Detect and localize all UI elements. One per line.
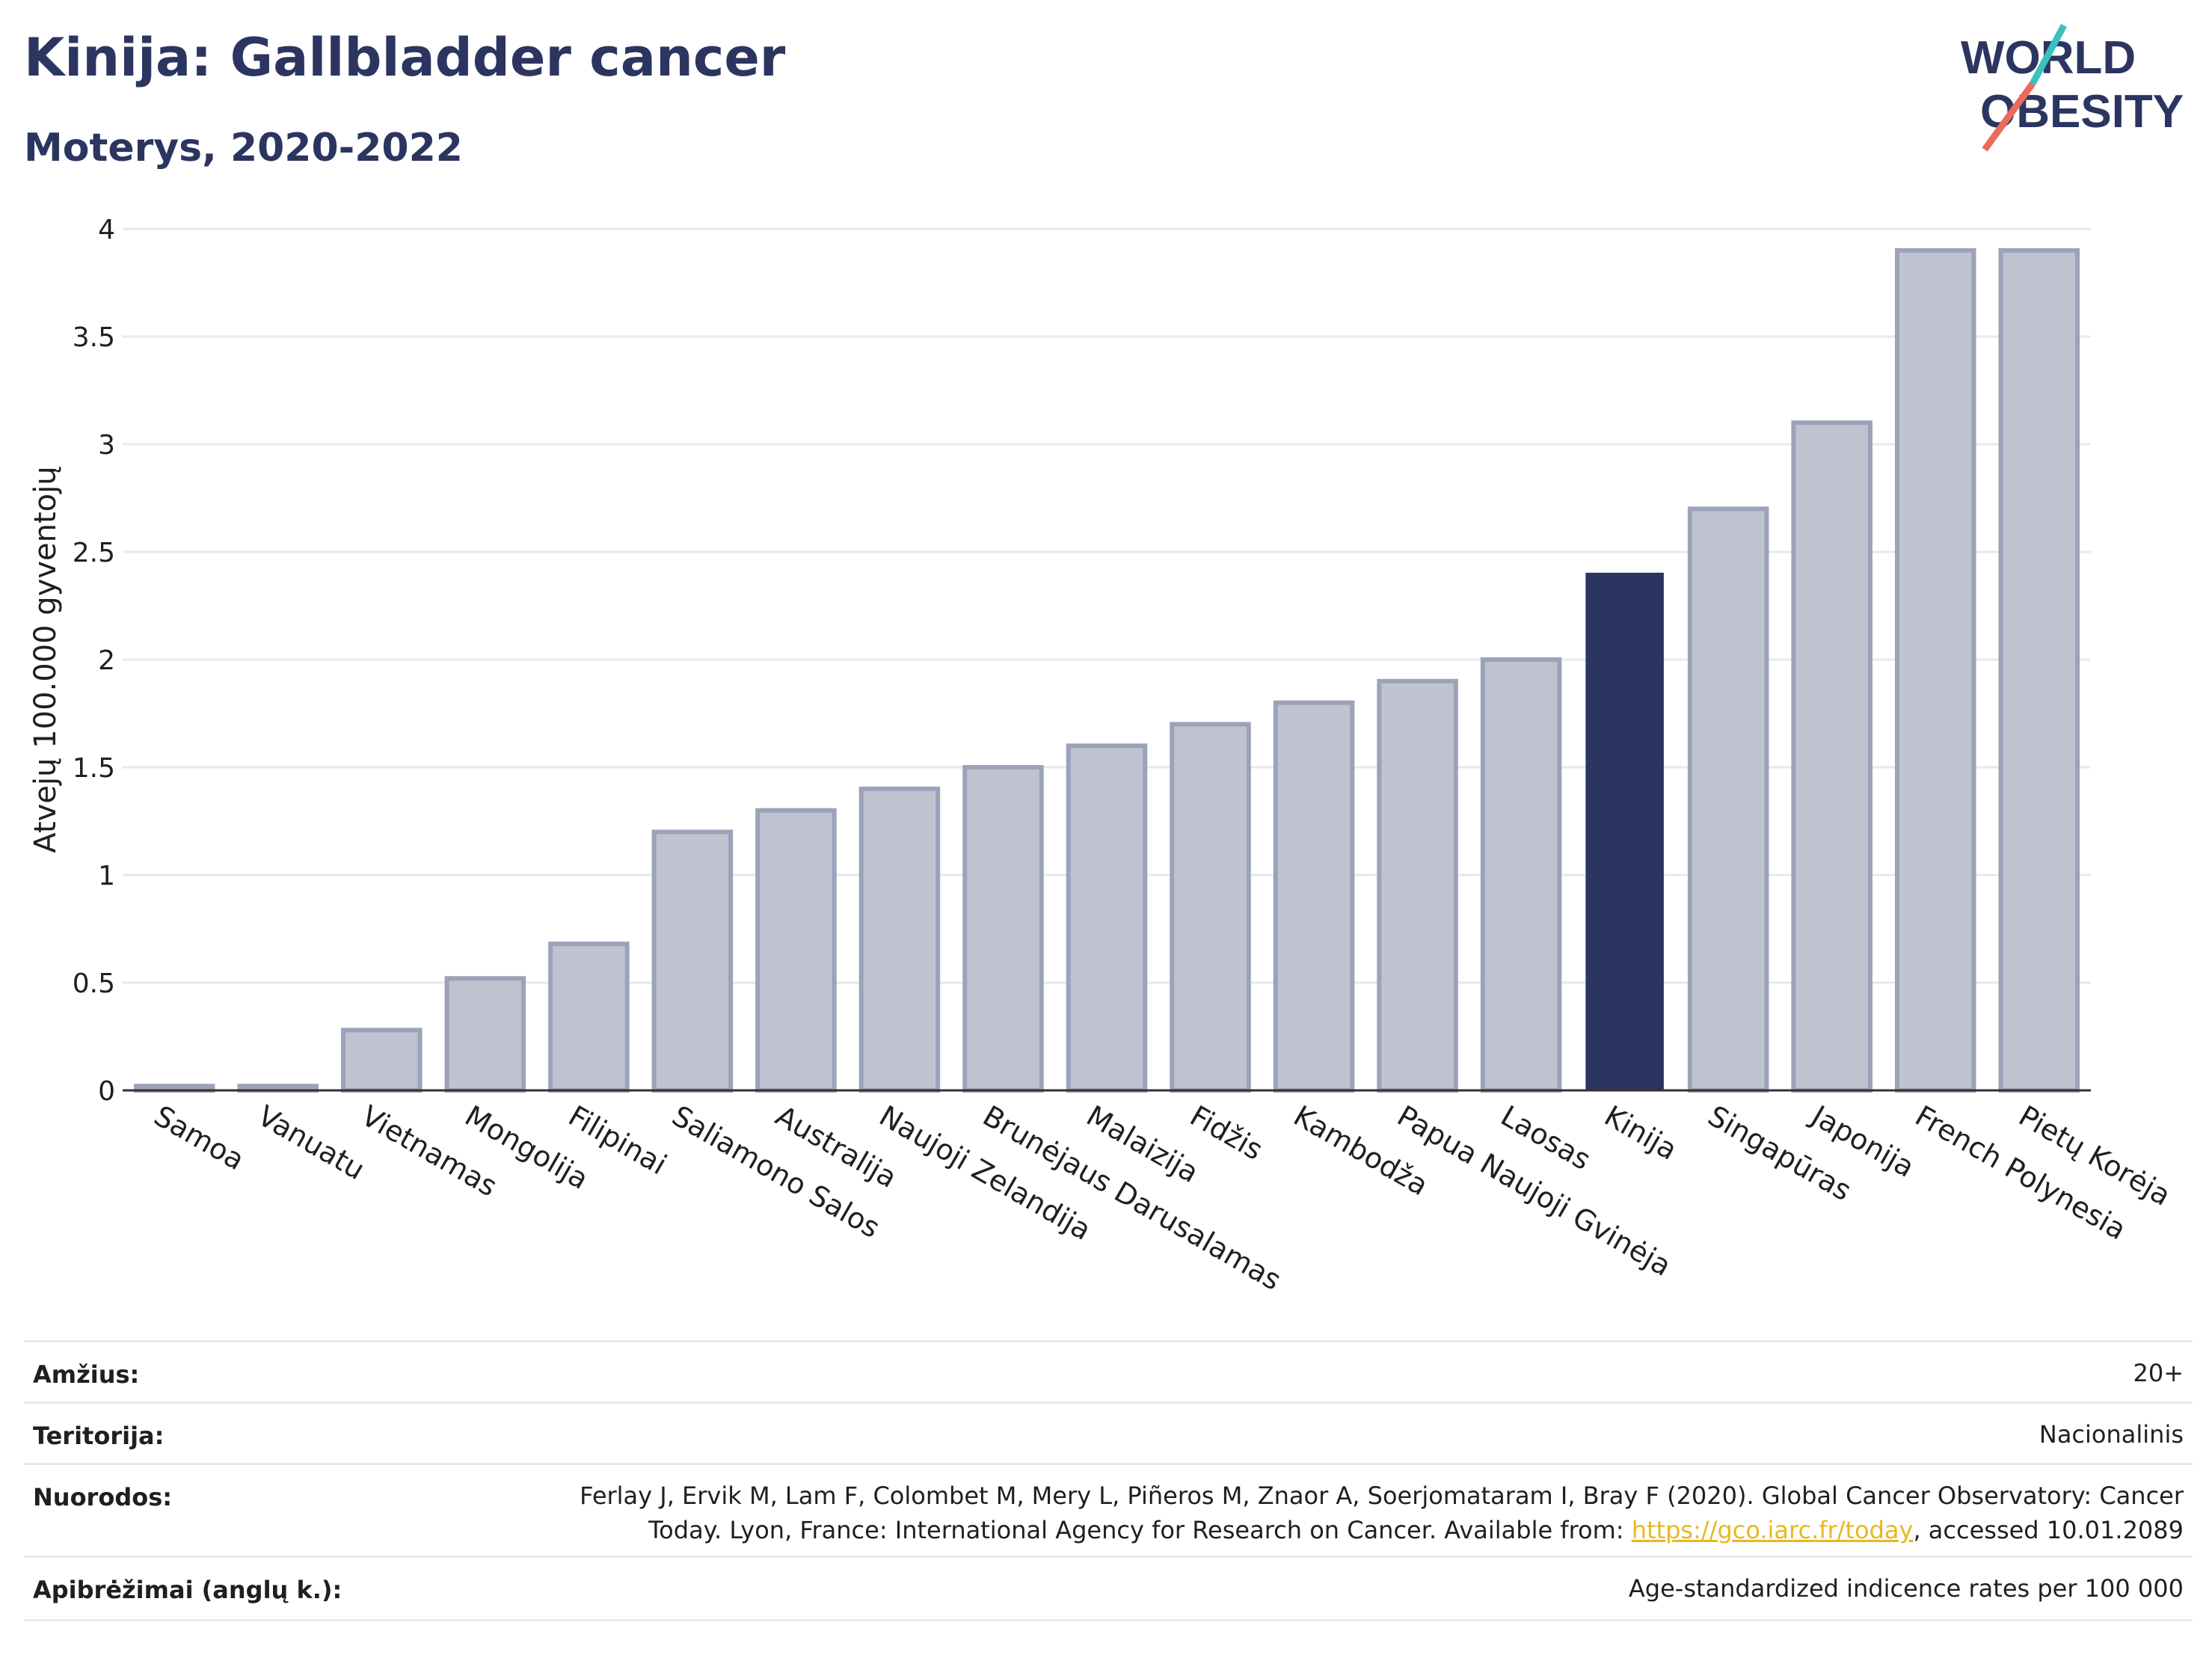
y-tick-label: 4: [98, 215, 115, 245]
bar-japonija: [1791, 420, 1872, 1093]
bars: [134, 248, 2080, 1093]
references-line-1: Ferlay J, Ervik M, Lam F, Colombet M, Me…: [580, 1481, 2184, 1510]
y-axis-ticks: 0 0.5 1 1.5 2 2.5 3 3.5 4: [73, 215, 115, 1107]
age-label: Amžius:: [33, 1360, 140, 1389]
bar-naujoji-zelandija: [858, 786, 941, 1093]
bar-papua-naujoji-gvinėja: [1377, 678, 1458, 1093]
references-line-2-text: Today. Lyon, France: International Agenc…: [648, 1516, 1632, 1544]
bar-filipinai: [548, 942, 630, 1093]
bar-fidžis: [1170, 722, 1251, 1093]
x-tick-label: Samoa: [149, 1099, 250, 1177]
bar-malaizija: [1066, 743, 1148, 1093]
meta-row-definitions: Apibrėžimai (anglų k.): Age-standardized…: [24, 1556, 2193, 1621]
bar-saliamono-salos: [651, 829, 734, 1093]
age-value: 20+: [2133, 1359, 2184, 1387]
chart-subtitle: Moterys, 2020-2022: [24, 126, 463, 171]
territory-label: Teritorija:: [33, 1422, 165, 1450]
bar-australija: [755, 808, 837, 1093]
references-link[interactable]: https://gco.iarc.fr/today: [1631, 1516, 1914, 1544]
x-tick-label: Vanuatu: [252, 1099, 370, 1186]
chart-title: Kinija: Gallbladder cancer: [24, 27, 786, 88]
definitions-label: Apibrėžimai (anglų k.):: [33, 1576, 342, 1604]
bar-french-polynesia: [1894, 248, 1976, 1093]
bar-kinija: [1585, 572, 1664, 1091]
meta-row-territory: Teritorija: Nacionalinis: [24, 1401, 2193, 1465]
world-obesity-logo: WORLD OBESITY: [1961, 23, 2184, 152]
bar-brunėjaus-darusalamas: [962, 765, 1044, 1093]
bar-mongolija: [444, 976, 526, 1093]
metadata-table: Amžius: 20+ Teritorija: Nacionalinis Nuo…: [24, 1340, 2193, 1639]
y-tick-label: 3.5: [73, 322, 115, 353]
logo-slash-teal: [2030, 23, 2067, 86]
references-line-2: Today. Lyon, France: International Agenc…: [580, 1513, 2184, 1547]
bar-pietų-korėja: [1998, 248, 2080, 1093]
bar-chart: 0 0.5 1 1.5 2 2.5 3 3.5 4 Samoa VanuatuVietnamasM…: [28, 215, 2176, 1297]
y-tick-label: 1.5: [73, 753, 115, 784]
y-axis-label: Atvejų 100.000 gyventojų: [28, 466, 63, 853]
references-value: Ferlay J, Ervik M, Lam F, Colombet M, Me…: [580, 1479, 2184, 1547]
definitions-value: Age-standardized indicence rates per 100…: [1628, 1574, 2184, 1603]
territory-value: Nacionalinis: [2039, 1420, 2184, 1449]
references-accessed: , accessed 10.01.2089: [1913, 1516, 2184, 1544]
bar-laosas: [1480, 657, 1562, 1093]
x-axis-labels: Samoa VanuatuVietnamasMongolijaFilipinaiS…: [149, 1099, 2176, 1297]
y-tick-label: 0.5: [73, 968, 115, 999]
y-tick-label: 0: [98, 1076, 115, 1107]
meta-row-references: Nuorodos: Ferlay J, Ervik M, Lam F, Colo…: [24, 1463, 2193, 1558]
x-tick-label: Kinija: [1599, 1099, 1683, 1167]
y-tick-label: 3: [98, 430, 115, 461]
references-label: Nuorodos:: [33, 1483, 173, 1511]
y-tick-label: 2: [98, 645, 115, 676]
bar-vietnamas: [341, 1028, 423, 1093]
bar-singapūras: [1687, 506, 1769, 1093]
y-tick-label: 2.5: [73, 538, 115, 568]
meta-row-age: Amžius: 20+: [24, 1340, 2193, 1404]
logo-slash-coral: [1982, 82, 2036, 152]
bar-kambodža: [1273, 700, 1355, 1093]
y-tick-label: 1: [98, 861, 115, 891]
